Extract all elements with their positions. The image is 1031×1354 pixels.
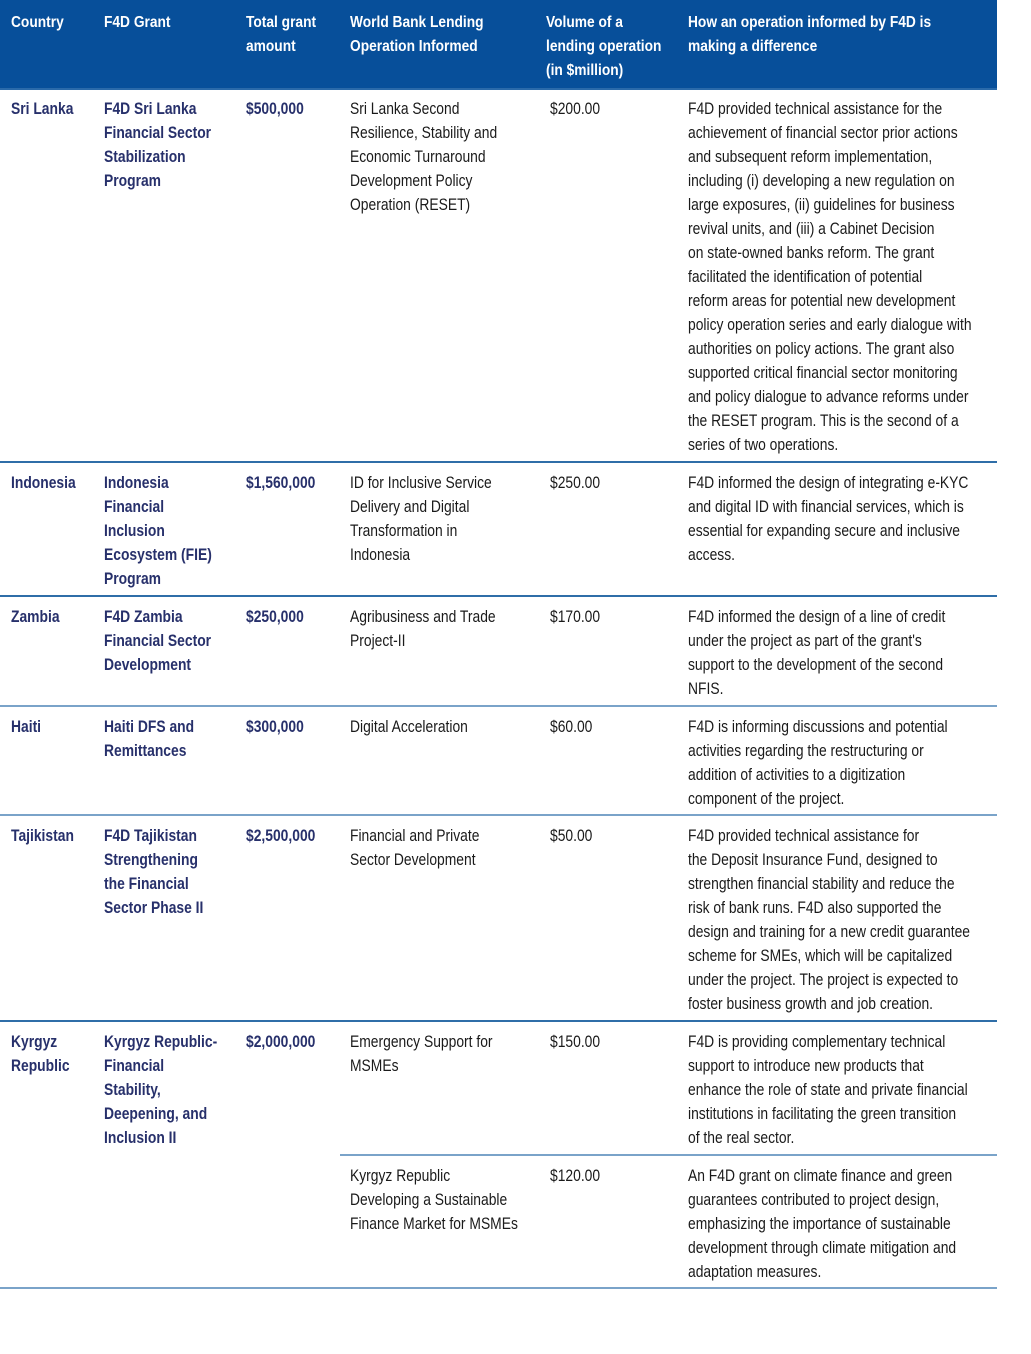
difference-cell: F4D informed the design of integrating e… (688, 474, 969, 564)
sub-row-divider (340, 1154, 997, 1156)
volume-cell: $170.00 (550, 608, 601, 626)
operation-cell: Emergency Support for MSMEs (350, 1033, 493, 1075)
operation-cell: ID for Inclusive Service Delivery and Dig… (350, 474, 492, 564)
volume-cell: $60.00 (550, 718, 593, 736)
row-divider (0, 461, 997, 463)
table-row: Tajikistan F4D Tajikistan Strengthening th… (0, 815, 997, 1021)
row-divider (0, 705, 997, 707)
country-cell: Zambia (11, 608, 60, 626)
grant-cell: Haiti DFS and Remittances (104, 718, 195, 760)
amount-cell: $1,560,000 (246, 474, 316, 492)
amount-cell: $250,000 (246, 608, 304, 626)
operation-cell: Sri Lanka Second Resilience, Stability an… (350, 100, 498, 214)
difference-cell: F4D informed the design of a line of cre… (688, 608, 946, 698)
grant-cell: F4D Zambia Financial Sector Development (104, 608, 212, 674)
grant-cell: Indonesia Financial Inclusion Ecosystem (FI… (104, 474, 212, 588)
table-row: Indonesia Indonesia Financial Inclusion Eco… (0, 462, 997, 596)
operation-cell: Financial and Private Sector Development (350, 827, 480, 869)
volume-cell: $50.00 (550, 827, 593, 845)
operation-cell: Agribusiness and Trade Project-II (350, 608, 496, 650)
country-cell: Indonesia (11, 474, 76, 492)
country-cell: Kyrgyz Republic (11, 1033, 70, 1075)
difference-cell: F4D is informing discussions and potenti… (688, 718, 948, 808)
header-volume: Volume of a lending operation (in $million… (546, 14, 662, 79)
operation-cell: Digital Acceleration (350, 718, 468, 736)
volume-cell: $120.00 (550, 1167, 601, 1185)
table-row: Zambia F4D Zambia Financial Sector Develop… (0, 596, 997, 706)
amount-cell: $2,000,000 (246, 1033, 316, 1051)
difference-cell: F4D provided technical assistance for th… (688, 100, 972, 454)
amount-cell: $300,000 (246, 718, 304, 736)
amount-cell: $2,500,000 (246, 827, 316, 845)
volume-cell: $250.00 (550, 474, 601, 492)
header-f4d-grant: F4D Grant (104, 14, 171, 31)
volume-cell: $150.00 (550, 1033, 601, 1051)
amount-cell: $500,000 (246, 100, 304, 118)
row-divider (0, 1020, 997, 1022)
table-row: Sri Lanka F4D Sri Lanka Financial Sector S… (0, 88, 997, 462)
header-country: Country (11, 14, 64, 31)
table-row: Haiti Haiti DFS and Remittances $300,000 … (0, 706, 997, 815)
table-header: Country F4D Grant Total grant amount Worl… (0, 0, 997, 90)
difference-cell: F4D is providing complementary technical… (688, 1033, 968, 1147)
difference-cell: An F4D grant on climate finance and gree… (688, 1167, 957, 1281)
grant-cell: Kyrgyz Republic- Financial Stability, Deepe… (104, 1033, 218, 1147)
grant-cell: F4D Tajikistan Strengthening the Financial… (104, 827, 204, 917)
country-cell: Tajikistan (11, 827, 74, 845)
grant-cell: F4D Sri Lanka Financial Sector Stabilizati… (104, 100, 212, 190)
country-cell: Haiti (11, 718, 42, 736)
header-total-grant-amount: Total grant amount (246, 14, 317, 55)
header-world-bank-operation: World Bank Lending Operation Informed (350, 14, 484, 55)
header-difference: How an operation informed by F4D is makin… (688, 14, 932, 55)
row-divider (0, 814, 997, 816)
table-row: Kyrgyz Republic Kyrgyz Republic- Financial… (0, 1021, 997, 1288)
difference-cell: F4D provided technical assistance for the… (688, 827, 971, 1013)
country-cell: Sri Lanka (11, 100, 74, 118)
row-divider (0, 595, 997, 597)
table-bottom-border (0, 1287, 997, 1289)
operation-cell: Kyrgyz Republic Developing a Sustainable F… (350, 1167, 518, 1233)
volume-cell: $200.00 (550, 100, 601, 118)
